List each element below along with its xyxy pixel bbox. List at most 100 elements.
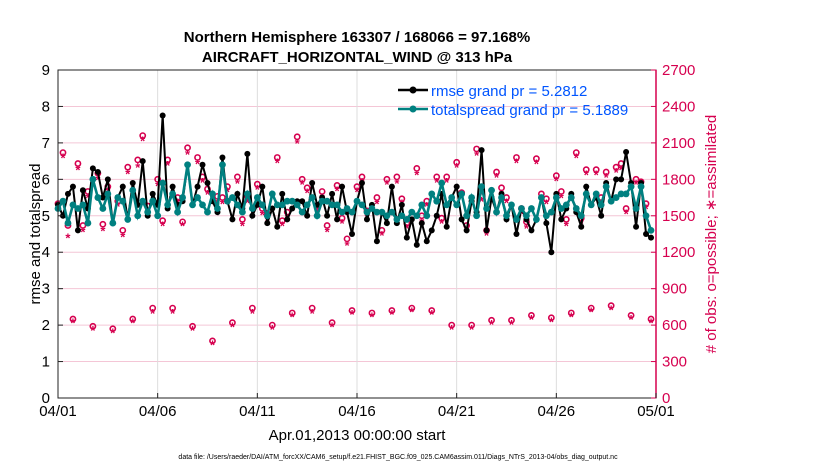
obs-assimilated-marker: * — [75, 163, 81, 178]
obs-assimilated-marker: * — [270, 322, 276, 337]
obs-assimilated-marker: * — [514, 155, 520, 170]
obs-possible-marker — [328, 319, 336, 327]
obs-assimilated-marker: * — [170, 306, 176, 321]
legend-rmse-marker — [409, 86, 417, 94]
totalspread-marker — [79, 201, 87, 209]
rmse-marker — [623, 149, 630, 155]
totalspread-marker — [483, 205, 490, 212]
obs-possible-marker — [453, 158, 461, 166]
totalspread-marker — [443, 201, 451, 209]
totalspread-marker — [393, 216, 401, 223]
obs-assimilated-marker: * — [424, 199, 430, 214]
totalspread-marker — [513, 216, 520, 223]
totalspread-marker — [478, 183, 485, 191]
rmse-marker — [304, 212, 311, 219]
obs-assimilated-marker: * — [250, 306, 256, 321]
obs-assimilated-marker: * — [394, 176, 400, 191]
totalspread-marker — [413, 212, 421, 220]
obs-assimilated-marker: * — [70, 316, 76, 331]
rmse-marker — [279, 190, 286, 197]
obs-assimilated-marker: * — [569, 310, 575, 325]
rmse-marker — [269, 205, 276, 212]
obs-possible-marker — [303, 184, 311, 192]
totalspread-marker — [253, 194, 261, 201]
obs-possible-marker — [612, 163, 620, 171]
rmse-marker — [89, 165, 96, 172]
obs-assimilated-marker: * — [295, 136, 301, 151]
obs-possible-marker — [298, 175, 306, 183]
rmse-marker — [513, 231, 520, 237]
totalspread-marker — [144, 208, 152, 216]
totalspread-marker — [448, 194, 456, 201]
rmse-marker — [169, 183, 176, 190]
obs-possible-marker — [343, 235, 351, 243]
obs-possible-marker — [293, 133, 301, 141]
obs-assimilated-marker: * — [120, 229, 126, 244]
rmse-marker — [249, 212, 256, 219]
rmse-marker — [408, 216, 415, 223]
totalspread-marker — [503, 212, 510, 220]
rmse-marker — [413, 241, 420, 248]
x-tick-label: 04/26 — [538, 403, 576, 420]
obs-possible-marker — [592, 166, 600, 174]
rmse-marker — [284, 216, 291, 223]
totalspread-marker — [647, 226, 655, 234]
obs-assimilated-marker: * — [589, 305, 595, 320]
rmse-marker — [458, 216, 465, 223]
totalspread-marker — [567, 194, 575, 201]
obs-assimilated-marker: * — [519, 206, 525, 221]
obs-assimilated-marker: * — [454, 160, 460, 175]
obs-possible-marker — [59, 149, 67, 157]
obs-assimilated-marker: * — [529, 312, 535, 327]
obs-possible-marker — [209, 337, 216, 345]
obs-assimilated-marker: * — [260, 208, 266, 223]
totalspread-marker — [582, 190, 590, 198]
obs-assimilated-marker: * — [509, 317, 515, 332]
totalspread-marker — [263, 212, 271, 220]
totalspread-marker — [119, 197, 127, 205]
x-tick-label: 04/01 — [39, 403, 77, 420]
obs-possible-marker — [587, 304, 595, 312]
obs-assimilated-marker: * — [205, 187, 211, 202]
totalspread-marker — [293, 201, 301, 209]
obs-assimilated-marker: * — [190, 323, 196, 338]
obs-assimilated-marker: * — [165, 158, 171, 173]
rmse-marker — [244, 150, 251, 157]
obs-assimilated-marker: * — [195, 157, 201, 172]
obs-assimilated-marker: * — [609, 302, 615, 317]
obs-possible-marker — [89, 322, 97, 330]
obs-assimilated-marker: * — [235, 176, 241, 191]
obs-possible-marker — [488, 316, 495, 324]
totalspread-marker — [94, 194, 102, 201]
x-tick-label: 04/16 — [338, 403, 376, 420]
obs-possible-marker — [79, 222, 87, 229]
obs-assimilated-marker: * — [604, 170, 610, 185]
rmse-marker — [633, 223, 640, 230]
obs-possible-marker — [513, 154, 520, 161]
totalspread-marker — [323, 197, 331, 205]
rmse-marker — [199, 161, 206, 168]
obs-assimilated-marker: * — [225, 184, 231, 199]
obs-assimilated-marker: * — [644, 201, 650, 216]
totalspread-marker — [373, 208, 381, 216]
obs-assimilated-marker: * — [504, 195, 510, 210]
totalspread-marker — [468, 194, 476, 201]
totalspread-marker — [129, 186, 137, 194]
obs-possible-marker — [383, 175, 391, 183]
rmse-marker — [543, 220, 550, 227]
rmse-marker — [373, 238, 380, 245]
rmse-marker — [74, 227, 81, 234]
obs-possible-marker — [413, 164, 421, 172]
totalspread-marker — [338, 208, 346, 216]
totalspread-marker — [164, 201, 172, 209]
legend-spread-label: totalspread grand pr = 5.1889 — [431, 102, 628, 119]
rmse-marker — [219, 154, 226, 161]
rmse-marker — [528, 227, 535, 234]
totalspread-marker — [408, 208, 416, 216]
obs-possible-marker — [468, 321, 476, 329]
obs-assimilated-marker: * — [549, 314, 555, 329]
obs-assimilated-marker: * — [444, 175, 450, 190]
rmse-marker — [558, 216, 565, 223]
obs-assimilated-marker: * — [180, 218, 186, 233]
obs-possible-marker — [428, 307, 436, 314]
